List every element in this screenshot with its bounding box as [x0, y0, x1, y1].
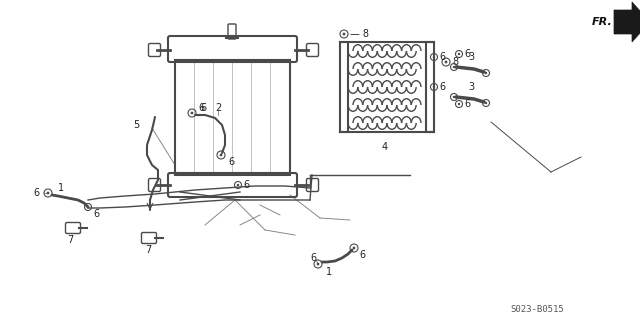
Circle shape [87, 206, 89, 208]
Text: 5: 5 [133, 120, 140, 130]
Text: 6: 6 [228, 157, 234, 167]
Text: FR.: FR. [592, 17, 612, 27]
Circle shape [458, 103, 460, 105]
Bar [175, 60, 290, 175]
Circle shape [317, 263, 319, 265]
Circle shape [445, 61, 447, 63]
Circle shape [433, 86, 435, 88]
Circle shape [353, 247, 355, 249]
Text: 1: 1 [326, 267, 332, 277]
Text: 6: 6 [243, 180, 249, 190]
Text: 8: 8 [452, 57, 458, 67]
Text: S023-B0515: S023-B0515 [510, 306, 564, 315]
Text: 6: 6 [198, 103, 204, 113]
Text: 6: 6 [310, 253, 316, 263]
Circle shape [484, 102, 487, 104]
Text: 6: 6 [464, 99, 470, 109]
Text: 6: 6 [33, 188, 39, 198]
Circle shape [452, 66, 455, 68]
Text: 3: 3 [468, 52, 474, 62]
Text: 3: 3 [468, 82, 474, 92]
Text: 6: 6 [200, 103, 206, 113]
Circle shape [484, 72, 487, 74]
Circle shape [237, 184, 239, 186]
Circle shape [47, 192, 49, 194]
Text: 1: 1 [58, 183, 64, 193]
Text: 7: 7 [67, 235, 73, 245]
Circle shape [452, 96, 455, 98]
Text: 6: 6 [439, 82, 445, 92]
Text: 7: 7 [145, 245, 151, 255]
Polygon shape [614, 2, 640, 42]
Text: 2: 2 [215, 103, 221, 113]
Circle shape [191, 112, 193, 115]
Text: 6: 6 [93, 209, 99, 219]
Circle shape [342, 33, 346, 35]
Text: — 8: — 8 [350, 29, 369, 39]
Text: 6: 6 [359, 250, 365, 260]
Circle shape [458, 53, 460, 55]
Text: 4: 4 [382, 142, 388, 152]
Circle shape [220, 154, 223, 156]
Circle shape [433, 56, 435, 58]
Text: 6: 6 [464, 49, 470, 59]
Text: 6: 6 [439, 52, 445, 62]
Bar [426, 42, 434, 132]
Bar [340, 42, 348, 132]
